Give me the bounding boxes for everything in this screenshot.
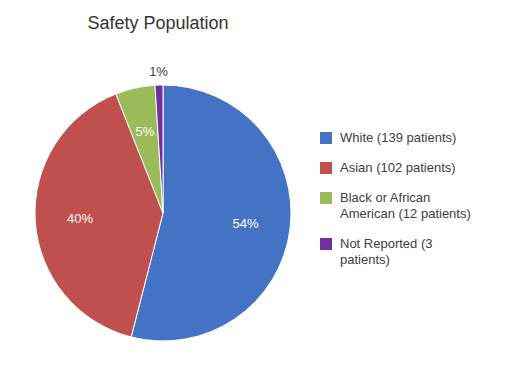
svg-text:5%: 5% — [135, 124, 154, 139]
html-text:Asian (102 patients): Asian (102 patients) — [340, 159, 456, 175]
html-text:Black or African American (12: Black or African American (12 patients) — [340, 189, 471, 221]
html-text:White (139 patients): White (139 patients) — [340, 129, 457, 145]
svg-text:40%: 40% — [67, 211, 93, 226]
html-text:Not Reported (3 patients): Not Reported (3 patients) — [340, 235, 433, 267]
html-text:Safety Population: Safety Population — [87, 13, 229, 33]
svg-text:1%: 1% — [149, 64, 168, 79]
svg-text:54%: 54% — [233, 216, 259, 231]
